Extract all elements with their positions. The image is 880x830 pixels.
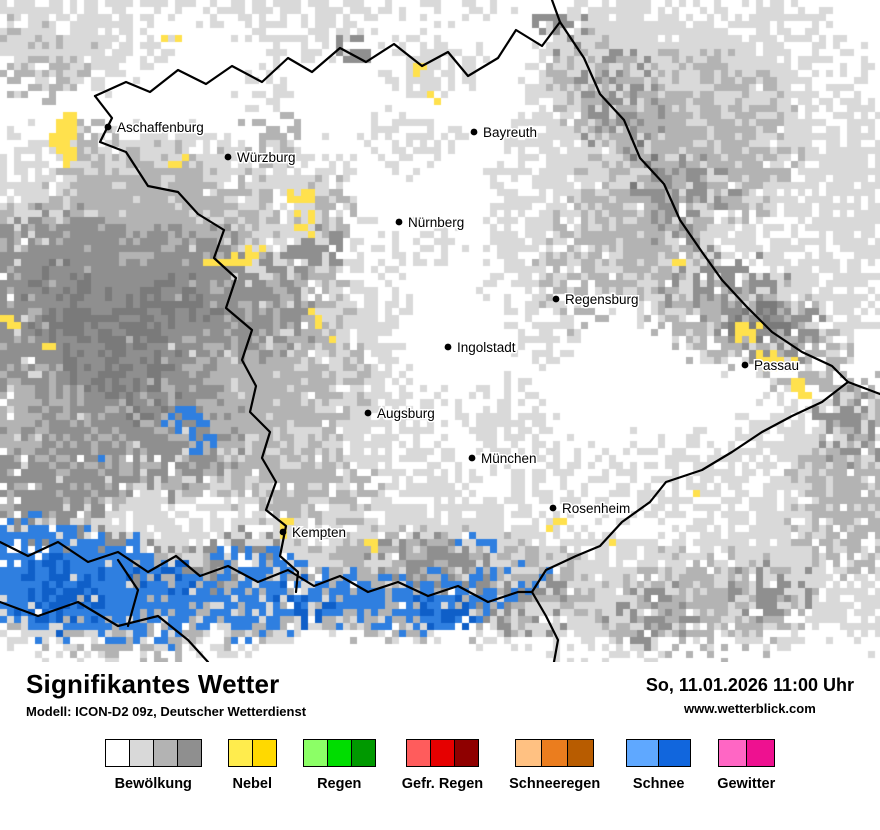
city-marker: Passau	[741, 357, 801, 375]
legend-label: Schneeregen	[509, 776, 601, 792]
legend-color-cell	[406, 740, 431, 766]
website-text: www.wetterblick.com	[684, 701, 816, 716]
border-line	[846, 380, 880, 396]
legend-swatch	[104, 739, 202, 767]
border-line	[530, 380, 850, 662]
border-line	[550, 0, 562, 24]
city-dot	[549, 504, 557, 512]
legend-color-cell	[129, 740, 154, 766]
city-dot	[444, 343, 452, 351]
city-marker: Regensburg	[552, 291, 640, 309]
border-line	[0, 540, 534, 604]
city-label: Kempten	[292, 525, 346, 540]
legend-color-cell	[228, 740, 253, 766]
city-dot	[224, 153, 232, 161]
city-marker: Augsburg	[364, 405, 436, 423]
city-marker: Ingolstadt	[444, 339, 517, 357]
legend-color-cell	[351, 740, 375, 766]
legend-color-cell	[454, 740, 478, 766]
legend-label: Bewölkung	[114, 776, 192, 792]
footer: Signifikantes Wetter Modell: ICON-D2 09z…	[0, 662, 880, 830]
legend-color-cell	[252, 740, 276, 766]
city-dot	[395, 218, 403, 226]
city-marker: Aschaffenburg	[104, 119, 205, 137]
legend-color-cell	[627, 740, 660, 766]
page-title: Signifikantes Wetter	[26, 669, 280, 699]
legend-color-cell	[542, 740, 569, 766]
legend-color-cell	[746, 740, 774, 766]
legend-color-cell	[153, 740, 178, 766]
model-info: Modell: ICON-D2 09z, Deutscher Wetterdie…	[26, 704, 307, 719]
border-line	[116, 558, 140, 628]
city-dot	[468, 454, 476, 462]
city-dot	[364, 409, 372, 417]
legend-group: Gewitter	[717, 739, 775, 792]
city-label: Würzburg	[237, 150, 296, 165]
city-label: Bayreuth	[483, 125, 537, 140]
legend-swatch	[302, 739, 376, 767]
legend-color-cell	[177, 740, 201, 766]
city-dot	[279, 528, 287, 536]
legend-label: Nebel	[232, 776, 273, 792]
legend-group: Schneeregen	[509, 739, 600, 792]
legend-color-cell	[430, 740, 455, 766]
legend-label: Regen	[317, 776, 362, 792]
legend-color-cell	[303, 740, 328, 766]
border-line	[558, 20, 850, 384]
legend-swatch	[405, 739, 479, 767]
city-marker: Würzburg	[224, 149, 297, 167]
city-marker: München	[468, 450, 538, 468]
legend-color-cell	[516, 740, 543, 766]
legend-group: Gefr. Regen	[402, 739, 483, 792]
city-label: Regensburg	[565, 292, 639, 307]
city-label: Aschaffenburg	[117, 120, 204, 135]
city-label: Nürnberg	[408, 215, 464, 230]
weather-map: Aschaffenburg Würzburg Bayreuth Nürnberg Reg…	[0, 0, 880, 662]
city-label: Ingolstadt	[457, 340, 516, 355]
city-marker: Nürnberg	[395, 214, 466, 232]
city-marker: Rosenheim	[549, 500, 632, 518]
legend-group: Nebel	[227, 739, 277, 792]
city-dot	[741, 361, 749, 369]
legend-group: Schnee	[626, 739, 692, 792]
legend-label: Gefr. Regen	[401, 776, 484, 792]
city-dot	[470, 128, 478, 136]
legend-label: Schnee	[632, 776, 685, 792]
border-line	[0, 600, 210, 662]
legend-color-cell	[327, 740, 352, 766]
legend-label: Gewitter	[717, 776, 776, 792]
legend-color-cell	[659, 740, 691, 766]
map-overlay: Aschaffenburg Würzburg Bayreuth Nürnberg Reg…	[0, 0, 880, 662]
legend-swatch	[227, 739, 277, 767]
weather-canvas	[0, 0, 880, 662]
legend-swatch	[717, 739, 775, 767]
legend-color-cell	[568, 740, 594, 766]
city-label: Passau	[754, 358, 799, 373]
city-label: Augsburg	[377, 406, 435, 421]
legend-group: Bewölkung	[104, 739, 202, 792]
border-line	[93, 94, 300, 594]
legend: Bewölkung Nebel Regen Gefr. Regen Schneerege…	[26, 739, 854, 792]
city-marker: Bayreuth	[470, 124, 539, 142]
city-dot	[552, 295, 560, 303]
city-label: Rosenheim	[562, 501, 630, 516]
legend-group: Regen	[302, 739, 376, 792]
city-marker: Kempten	[279, 524, 348, 542]
legend-swatch	[626, 739, 692, 767]
valid-datetime: So, 11.01.2026 11:00 Uhr	[645, 675, 854, 695]
border-line	[93, 20, 562, 98]
legend-color-cell	[105, 740, 130, 766]
city-dot	[104, 123, 112, 131]
legend-color-cell	[718, 740, 747, 766]
legend-swatch	[515, 739, 595, 767]
city-label: München	[481, 451, 537, 466]
